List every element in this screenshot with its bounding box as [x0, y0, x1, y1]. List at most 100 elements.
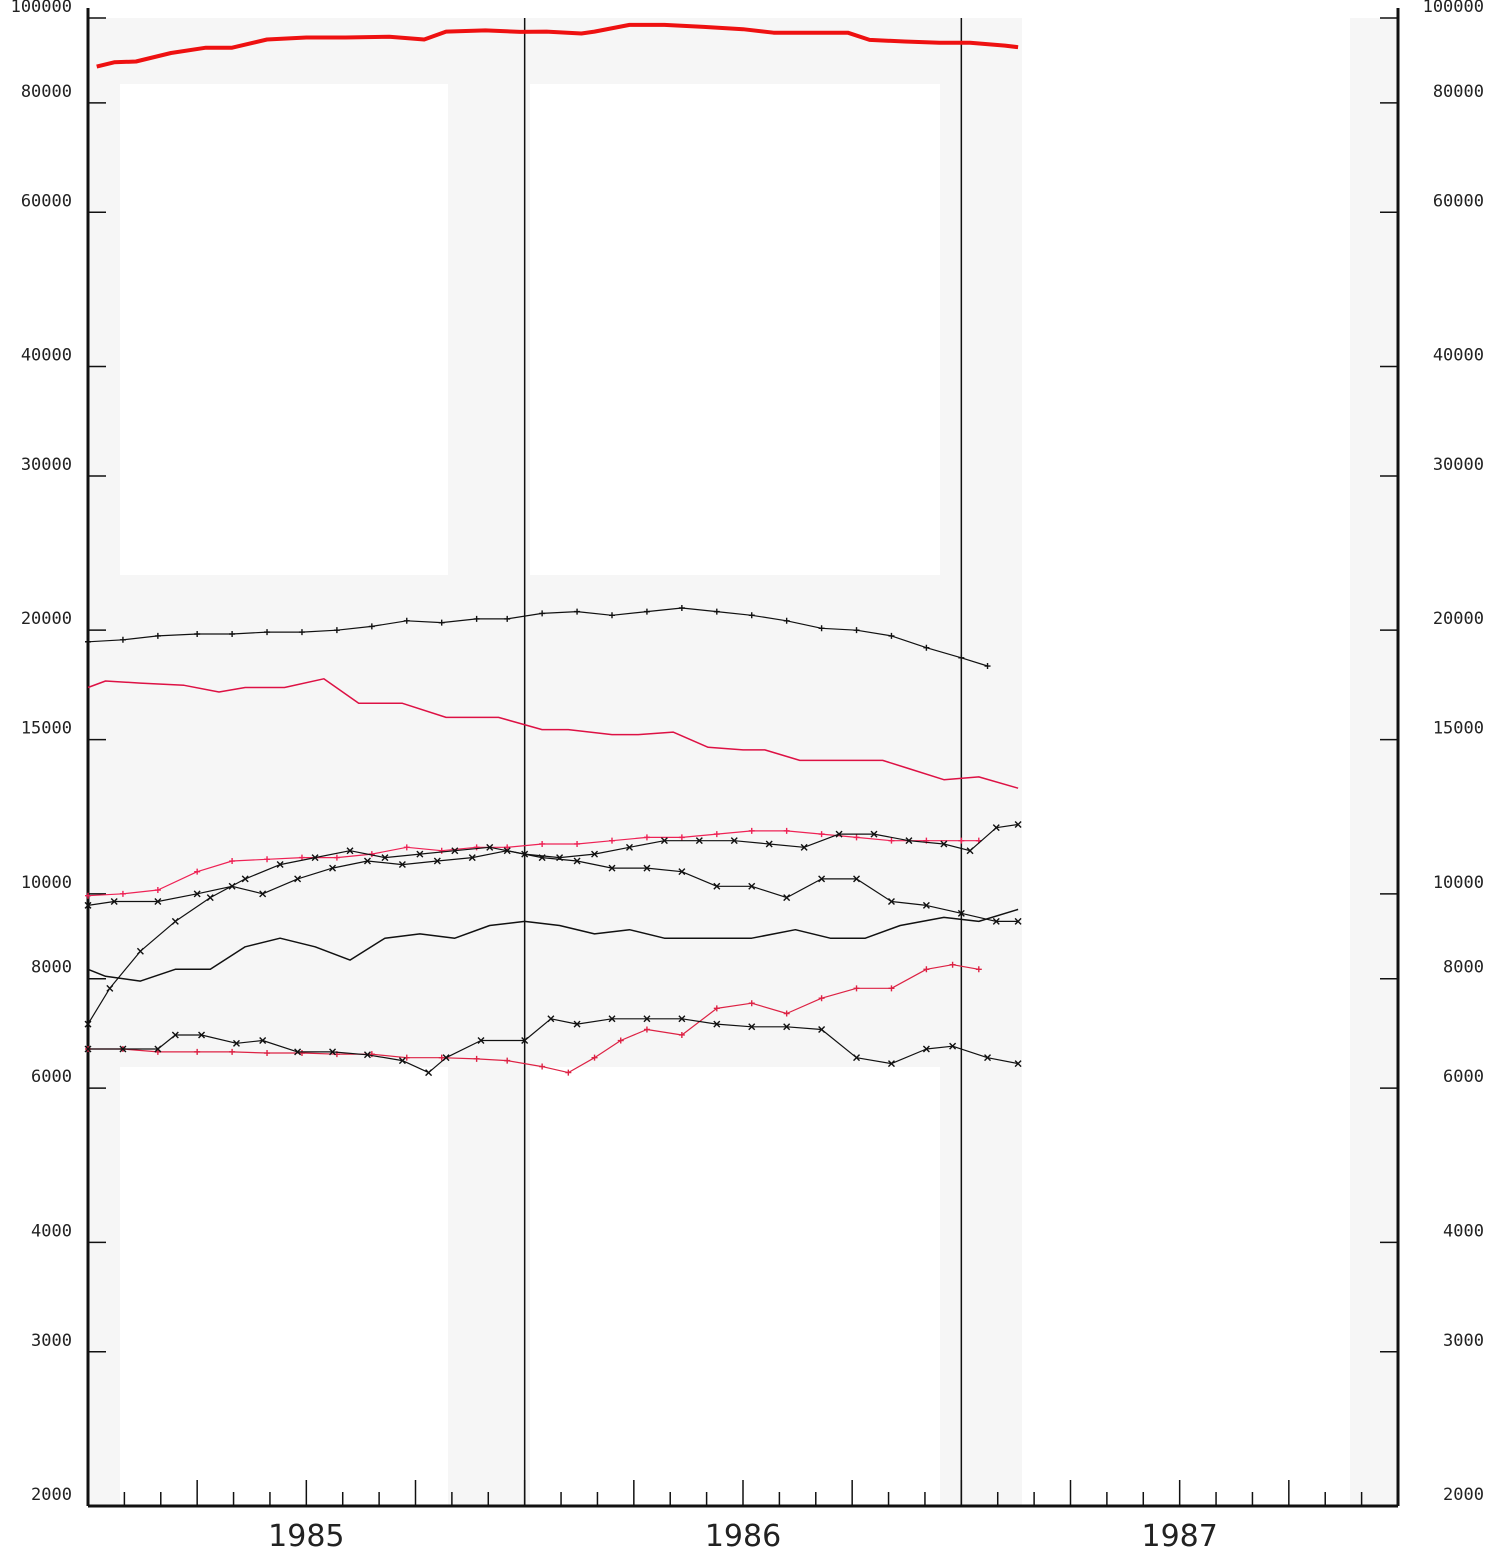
y-tick-label-left: 80000 [21, 82, 72, 102]
y-tick-label-right: 15000 [1433, 719, 1484, 739]
data-point-marker [818, 875, 826, 883]
data-point-marker [539, 1063, 546, 1070]
shade-band [88, 18, 120, 1506]
data-point-marker [853, 627, 860, 634]
data-point-marker [381, 854, 389, 862]
data-point-marker [783, 1010, 790, 1017]
data-point-marker [473, 615, 480, 622]
data-point-marker [259, 1037, 267, 1045]
data-point-marker [835, 830, 843, 838]
data-point-marker [84, 1020, 92, 1028]
data-point-marker [329, 864, 337, 872]
data-point-marker [923, 644, 930, 651]
data-point-marker [193, 890, 201, 898]
y-tick-label-left: 3000 [31, 1331, 72, 1351]
data-point-marker [403, 617, 410, 624]
data-point-marker [346, 847, 354, 855]
data-point-marker [713, 1005, 720, 1012]
data-point-marker [748, 1023, 756, 1031]
data-point-marker [194, 868, 201, 875]
data-point-marker [451, 847, 459, 855]
data-point-marker [713, 608, 720, 615]
data-point-marker [259, 890, 267, 898]
data-point-marker [984, 1054, 992, 1062]
data-point-marker [853, 985, 860, 992]
data-point-marker [695, 837, 703, 845]
scan-shading-layer [88, 18, 1398, 1506]
data-point-marker [748, 612, 755, 619]
data-point-marker [363, 857, 371, 865]
data-point-marker [298, 1050, 305, 1057]
data-point-marker [403, 844, 410, 851]
data-point-marker [504, 615, 511, 622]
data-point-marker [783, 827, 790, 834]
data-point-marker [1014, 917, 1022, 925]
data-point-marker [521, 850, 529, 858]
data-point-marker [565, 1069, 572, 1076]
data-point-marker [949, 1042, 957, 1050]
data-point-marker [660, 837, 668, 845]
data-point-marker [154, 898, 162, 906]
data-point-marker [473, 844, 480, 851]
data-point-marker [940, 840, 948, 848]
data-point-marker [713, 1020, 721, 1028]
data-point-marker [958, 837, 965, 844]
y-tick-label-right: 40000 [1433, 346, 1484, 366]
data-point-marker [748, 1000, 755, 1007]
shade-band [88, 18, 1022, 84]
data-point-marker [1014, 820, 1022, 828]
data-point-marker [617, 1037, 624, 1044]
y-tick-label-left: 30000 [21, 455, 72, 475]
data-point-marker [368, 623, 375, 630]
data-point-marker [678, 868, 686, 876]
data-point-marker [887, 1060, 895, 1068]
y-tick-label-right: 30000 [1433, 455, 1484, 475]
data-point-marker [992, 824, 1000, 832]
x-year-label: 1986 [705, 1519, 781, 1550]
data-point-marker [110, 898, 118, 906]
y-tick-label-left: 20000 [21, 609, 72, 629]
series-layer [84, 22, 1022, 1077]
y-tick-label-right: 4000 [1443, 1221, 1484, 1241]
data-point-marker [264, 856, 271, 863]
data-point-marker [922, 901, 930, 909]
shade-band [1350, 18, 1398, 1506]
data-point-marker [853, 1054, 861, 1062]
data-point-marker [136, 947, 144, 955]
data-point-marker [468, 854, 476, 862]
data-point-marker [504, 1057, 511, 1064]
series-1 [85, 605, 991, 670]
data-point-marker [643, 1026, 650, 1033]
x-year-label: 1985 [268, 1519, 344, 1550]
data-point-marker [730, 837, 738, 845]
data-point-marker [477, 1037, 485, 1045]
data-point-marker [573, 1020, 581, 1028]
series-line [88, 1018, 1019, 1074]
data-point-marker [206, 894, 214, 902]
data-point-marker [329, 1048, 337, 1056]
series-line [88, 964, 979, 1074]
data-point-marker [425, 1069, 433, 1077]
data-point-marker [713, 831, 720, 838]
data-point-marker [887, 898, 895, 906]
y-tick-label-left: 8000 [31, 958, 72, 978]
data-point-marker [232, 1039, 240, 1047]
data-point-marker [154, 1045, 162, 1053]
data-point-marker [416, 850, 424, 858]
y-tick-label-left: 4000 [31, 1221, 72, 1241]
y-tick-label-right: 10000 [1433, 873, 1484, 893]
data-point-marker [818, 1025, 826, 1033]
data-point-marker [298, 854, 305, 861]
data-point-marker [609, 612, 615, 619]
data-point-marker [294, 875, 302, 883]
data-point-marker [294, 1048, 302, 1056]
data-point-marker [119, 1045, 127, 1053]
data-point-marker [957, 909, 965, 917]
data-point-marker [333, 854, 340, 861]
data-point-marker [574, 608, 581, 615]
data-point-marker [748, 882, 756, 890]
y-tick-label-left: 60000 [21, 191, 72, 211]
data-point-marker [678, 1015, 686, 1023]
data-point-marker [264, 1050, 271, 1057]
data-point-marker [298, 629, 305, 636]
